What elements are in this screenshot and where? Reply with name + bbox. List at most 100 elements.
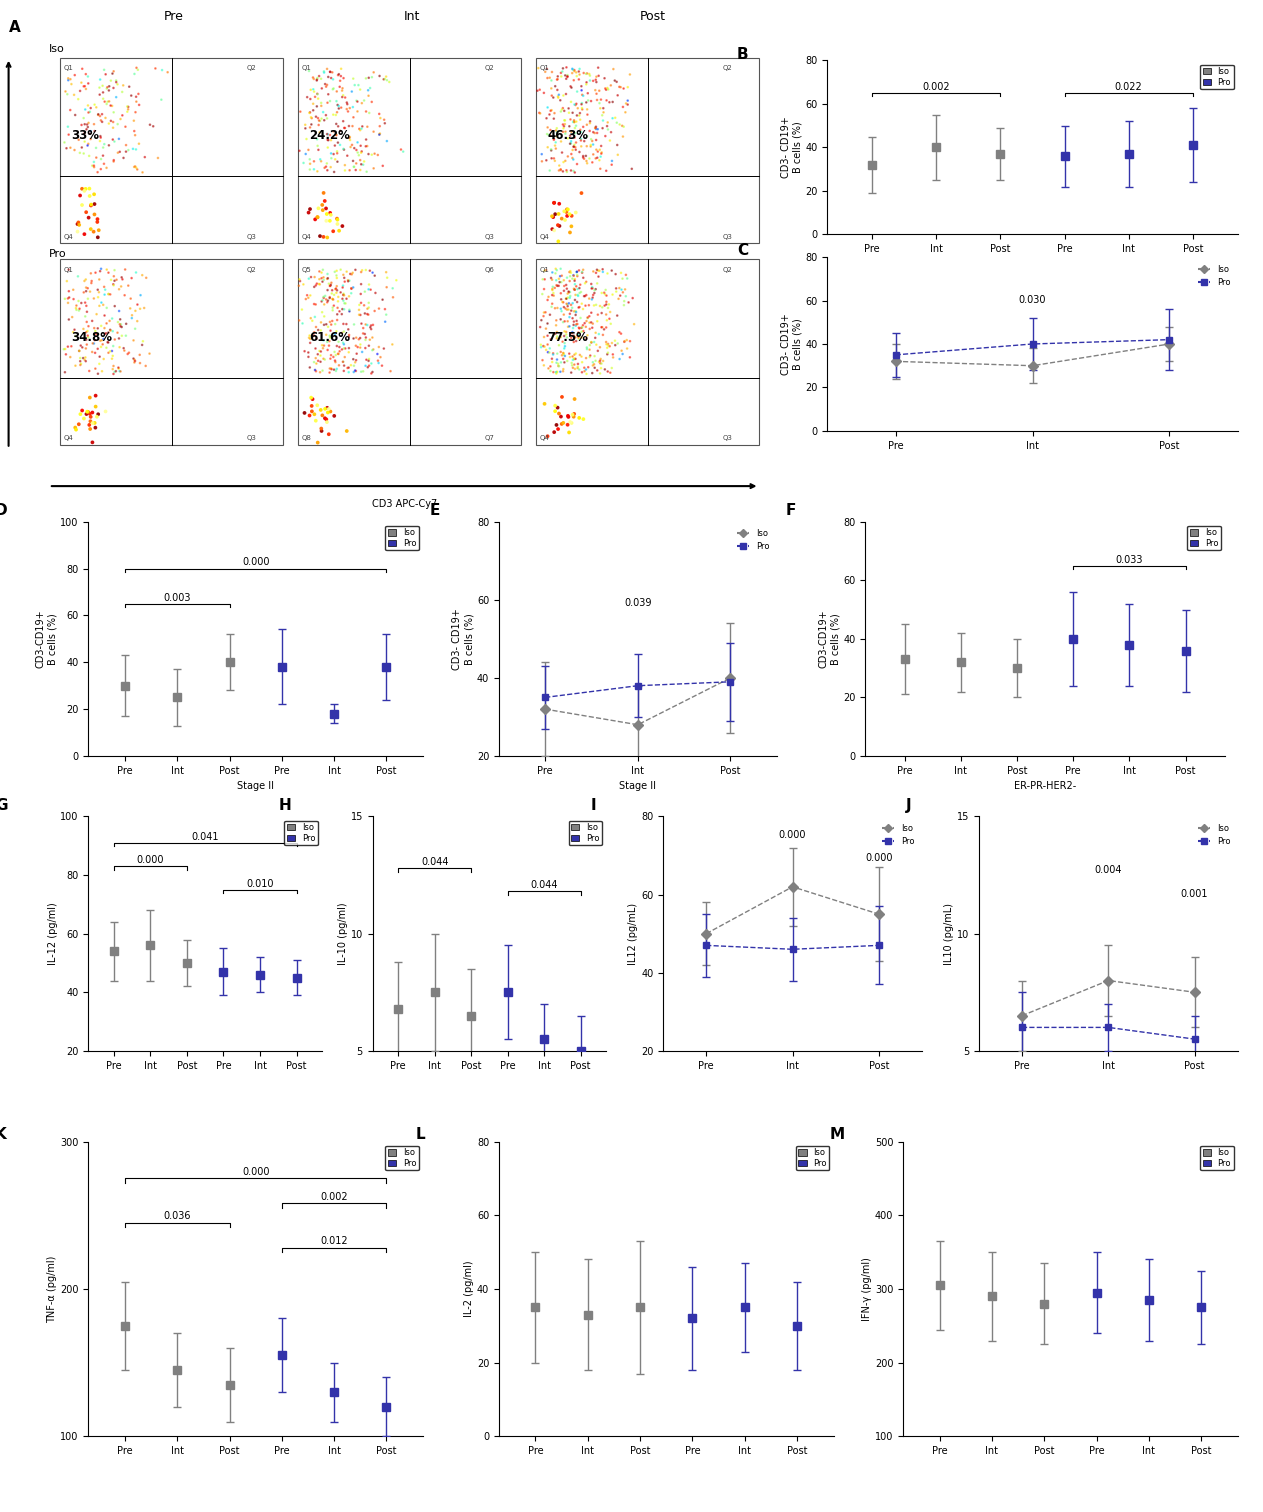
Point	[77, 112, 97, 136]
Point	[320, 209, 340, 233]
Point	[544, 296, 565, 321]
Point	[378, 266, 398, 290]
Point	[104, 148, 124, 172]
Point	[73, 142, 93, 166]
Point	[73, 318, 93, 342]
Point	[597, 76, 618, 100]
Point	[360, 76, 380, 100]
Point	[126, 89, 147, 113]
Point	[350, 293, 370, 318]
Point	[576, 148, 596, 172]
Point	[544, 420, 565, 445]
Point	[354, 150, 374, 174]
Point	[566, 299, 586, 324]
Point	[115, 257, 135, 281]
Point	[565, 287, 585, 311]
Point	[553, 346, 573, 370]
Point	[601, 311, 621, 336]
Point	[554, 351, 575, 375]
Point	[351, 91, 371, 115]
Point	[350, 118, 370, 142]
Point	[340, 129, 360, 153]
Point	[560, 265, 580, 289]
Point	[570, 141, 590, 165]
Point	[571, 305, 591, 330]
Point	[551, 287, 571, 311]
Point	[576, 293, 596, 318]
Point	[87, 405, 107, 429]
Point	[337, 97, 357, 121]
Point	[538, 287, 558, 311]
Point	[560, 420, 580, 445]
Point	[560, 221, 580, 245]
Point	[82, 154, 102, 178]
Point	[570, 57, 590, 82]
Point	[551, 88, 571, 112]
Point	[349, 73, 369, 97]
Point	[328, 342, 349, 366]
Point	[351, 281, 371, 305]
Point	[350, 327, 370, 351]
Point	[547, 119, 567, 144]
Point	[560, 203, 580, 227]
Point	[351, 139, 371, 163]
Point	[383, 277, 403, 301]
Point	[532, 281, 552, 305]
Point	[321, 271, 341, 295]
Point	[64, 64, 85, 88]
Point	[313, 286, 333, 310]
Text: 0.000: 0.000	[865, 853, 893, 863]
Point	[563, 348, 584, 372]
Point	[93, 57, 114, 82]
Point	[360, 259, 380, 283]
Point	[605, 328, 625, 352]
Point	[341, 281, 361, 305]
Point	[57, 82, 77, 106]
Point	[105, 328, 125, 352]
Point	[586, 293, 606, 318]
Point	[81, 271, 101, 295]
Point	[534, 259, 554, 283]
Point	[318, 266, 338, 290]
Point	[609, 321, 629, 345]
Point	[72, 336, 92, 360]
Point	[322, 287, 342, 311]
Point	[85, 92, 105, 116]
Point	[58, 286, 78, 310]
Point	[548, 203, 568, 227]
Point	[333, 138, 354, 162]
Point	[330, 74, 350, 98]
Point	[317, 73, 337, 97]
Point	[587, 259, 608, 283]
Point	[82, 308, 102, 333]
Text: F: F	[786, 503, 797, 519]
Point	[306, 104, 326, 129]
Point	[96, 92, 116, 116]
Point	[608, 304, 628, 328]
Point	[562, 322, 582, 346]
Point	[117, 100, 138, 124]
Point	[88, 280, 109, 304]
Point	[349, 327, 369, 351]
Point	[538, 340, 558, 364]
Point	[591, 145, 611, 169]
Point	[289, 139, 309, 163]
Point	[554, 324, 575, 348]
Point	[604, 57, 624, 82]
Point	[75, 269, 95, 293]
Point	[562, 402, 582, 426]
Point	[298, 201, 318, 225]
Point	[610, 284, 630, 308]
Point	[87, 225, 107, 249]
Point	[318, 314, 338, 339]
Point	[597, 296, 618, 321]
Point	[374, 337, 394, 361]
Point	[87, 337, 107, 361]
Text: 0.036: 0.036	[164, 1211, 191, 1222]
Point	[350, 302, 370, 327]
Point	[92, 103, 112, 127]
Point	[338, 325, 359, 349]
Point	[553, 159, 573, 183]
Point	[68, 298, 88, 322]
Point	[58, 67, 78, 91]
